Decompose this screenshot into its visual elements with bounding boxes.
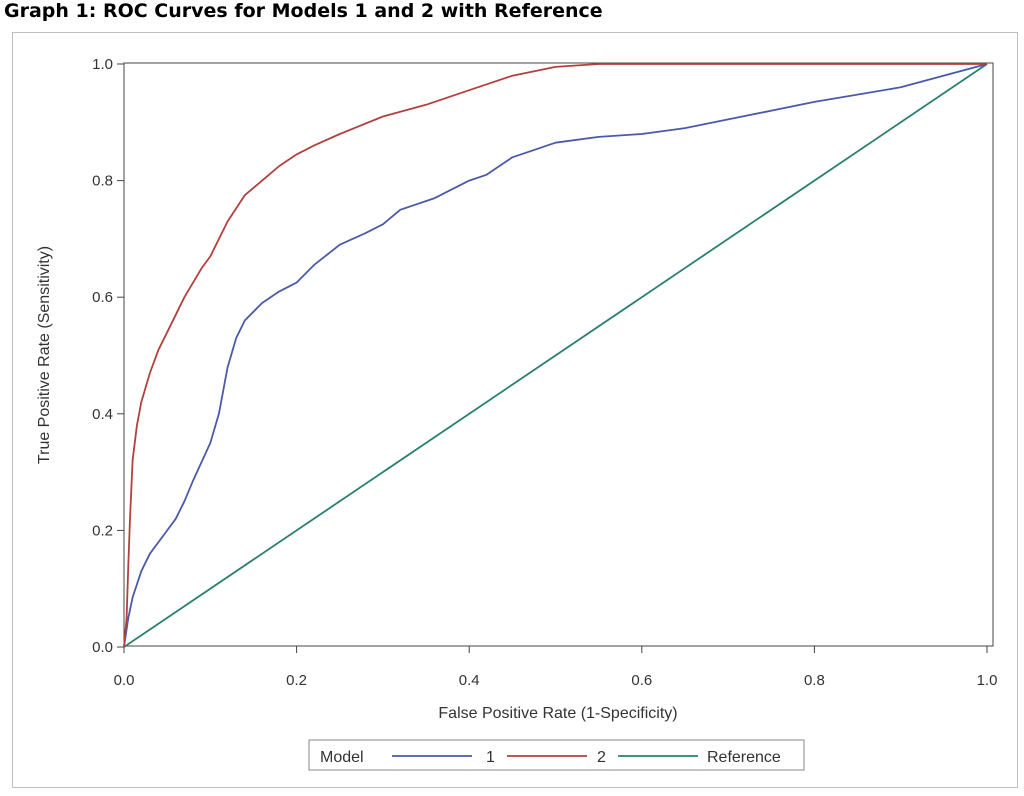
y-tick-label: 0.4 [92, 406, 113, 423]
legend-box [308, 739, 805, 771]
series-layer [123, 63, 988, 648]
legend-label-reference: Reference [707, 749, 781, 766]
series-line-reference [123, 63, 988, 648]
x-tick-label: 0.2 [286, 672, 307, 689]
chart-frame: 0.0 0.2 0.4 0.6 0.8 1.0 0.0 0.2 0.4 0.6 0.8 1.0 Fa… [12, 32, 1018, 788]
y-tick-label: 0.0 [92, 639, 113, 656]
y-tick-label: 0.2 [92, 522, 113, 539]
x-tick-label: 0.0 [114, 672, 135, 689]
series-line-2 [123, 63, 987, 648]
y-tick-label: 1.0 [92, 56, 113, 73]
y-tick-label: 0.8 [92, 173, 113, 190]
series-line-1 [123, 63, 988, 648]
x-tick-label: 0.4 [459, 672, 480, 689]
roc-chart: 0.0 0.2 0.4 0.6 0.8 1.0 0.0 0.2 0.4 0.6 0.8 1.0 Fa… [36, 56, 998, 771]
x-axis: 0.0 0.2 0.4 0.6 0.8 1.0 [114, 646, 998, 689]
chart-title: Graph 1: ROC Curves for Models 1 and 2 w… [4, 0, 603, 22]
y-axis: 0.0 0.2 0.4 0.6 0.8 1.0 [92, 56, 124, 656]
legend-label-2: 2 [597, 749, 606, 766]
x-tick-label: 1.0 [977, 672, 998, 689]
x-tick-label: 0.8 [804, 672, 825, 689]
y-axis-label: True Positive Rate (Sensitivity) [36, 246, 53, 464]
x-tick-label: 0.6 [631, 672, 652, 689]
legend: Model 1 2 Reference [308, 739, 805, 771]
y-tick-label: 0.6 [92, 289, 113, 306]
legend-title: Model [320, 749, 364, 766]
legend-label-1: 1 [486, 749, 495, 766]
x-axis-label: False Positive Rate (1-Specificity) [438, 705, 677, 722]
